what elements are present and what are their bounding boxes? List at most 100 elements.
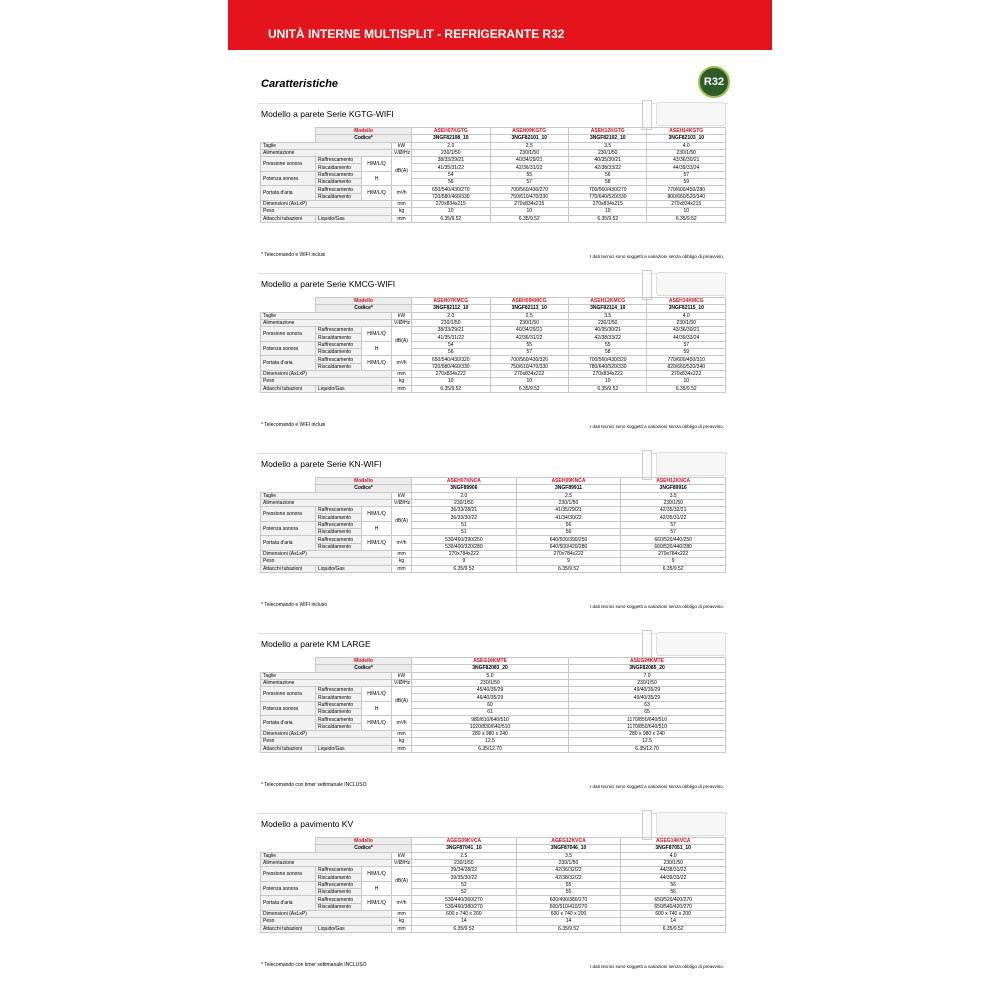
cell-value: 6.35/12.70	[411, 744, 570, 753]
cell-value: 3NGF82101_10	[489, 134, 570, 143]
cell-value: 5.0	[411, 671, 570, 680]
cell-value: 1170/850/640/510	[568, 715, 726, 724]
cell-value: ASEH07KMCG	[411, 296, 491, 306]
unit: kg	[390, 557, 413, 566]
unit: kW	[390, 491, 413, 500]
table-row: Dimensioni (AxLxP) mm 270x834x215 270x834x2…	[260, 199, 726, 209]
cell-value: ASEG24KMTE	[568, 656, 726, 666]
cell-value: 600 x 740 x 200	[515, 909, 622, 919]
cell-value: 2.0	[411, 141, 491, 150]
spacer	[261, 838, 316, 845]
cell-value: 6.35/9.52	[620, 564, 726, 573]
cell-value: 600 x 740 x 200	[620, 909, 726, 919]
cell-value: 230/1/50	[411, 678, 570, 688]
cell-value: 2.5	[515, 491, 622, 500]
remote-icon	[642, 450, 652, 480]
unit: mm	[390, 924, 413, 933]
cell-value: 700/560/430/320	[567, 355, 648, 364]
cell-value: 61	[411, 708, 570, 717]
row-label: Riscaldamento	[315, 888, 362, 897]
spacer	[261, 658, 316, 665]
unit: H/M/L/Q	[361, 535, 392, 551]
row-label: Raffrescamento	[315, 170, 362, 180]
table-row: Portata d'aria Raffrescamento H/M/L/Q m³/h 9…	[260, 715, 726, 731]
cell-value: 700/560/430/270	[489, 185, 570, 194]
section: Modello a parete Serie KMCG-WIFI Modello A…	[258, 270, 728, 444]
cell-value: 3NGF87051_10	[620, 844, 726, 853]
remote-icon	[642, 100, 652, 130]
section: Modello a pavimento KV Modello AGEG09KVCA A…	[258, 810, 728, 984]
r32-badge: R32	[698, 66, 730, 98]
cell-value: 36/33/30/22	[411, 513, 517, 522]
cell-value: 44/38/31/22	[620, 866, 726, 875]
table-row: Pressione sonora Raffrescamento H/M/L/Q dB(…	[260, 506, 726, 537]
cell-value: 3.5	[567, 311, 648, 320]
unit: kg	[390, 917, 413, 926]
subtitle: Caratteristiche	[261, 78, 339, 90]
table-row: Modello ASEG18KMTE ASEG24KMTE	[261, 656, 726, 666]
cell-value: 57	[489, 348, 570, 357]
cell-value: 14	[620, 917, 726, 926]
unit: kW	[390, 311, 413, 320]
table-row: Codice* 3NGF82112_10 3NGF82113_10 3NGF82114…	[261, 304, 726, 313]
unit: H	[361, 880, 392, 897]
table-row: Dimensioni (AxLxP) mm 270x834x222 270x834x2…	[260, 369, 726, 379]
cell-value: 700/560/430/270	[567, 185, 648, 194]
table-row: Taglie kW 2.0 2.5 3.5 4.0	[260, 141, 726, 150]
unit: dB(A)	[390, 506, 413, 537]
cell-value: ASEH07KNCA	[411, 476, 517, 486]
cell-value: 55	[515, 880, 622, 890]
cell-value: 6.35/9.52	[567, 214, 648, 223]
cell-value: 56	[515, 520, 622, 530]
table-row: Potenza sonora Raffrescamento H 54 55 55 57	[260, 340, 726, 357]
table-row: Riscaldamento 61 65	[261, 708, 726, 717]
cell-value: 56	[411, 178, 491, 187]
row-label: Raffrescamento	[315, 535, 362, 544]
table-row: Pressione sonora Raffrescamento H/M/L/Q dB(…	[260, 326, 726, 357]
cell-value: 57	[620, 520, 726, 530]
table-row: Riscaldamento 530/460/380/270 600/510/410/…	[261, 902, 726, 911]
unit-icon	[656, 452, 726, 476]
section-title: Modello a parete Serie KGTG-WIFI	[261, 109, 394, 119]
unit: kW	[390, 671, 413, 680]
unit: m³/h	[390, 715, 413, 731]
cell-value: 1020/830/640/510	[411, 722, 570, 731]
spacer	[261, 485, 316, 492]
unit: m³/h	[390, 185, 413, 201]
cell-value: 63	[568, 700, 726, 710]
row-label: Taglie	[260, 311, 392, 320]
cell-value: 56	[411, 348, 491, 357]
unit: kW	[390, 141, 413, 150]
table-row: Pressione sonora Raffrescamento H/M/L/Q dB(…	[260, 686, 726, 717]
cell-value: 600/510/410/270	[515, 902, 622, 911]
unit: H	[361, 520, 392, 537]
unit: V/Ø/Hz	[390, 858, 413, 868]
spacer	[261, 298, 316, 305]
table-row: Attacchi tubazioni Liquido/Gas mm 6.35/9.52…	[260, 564, 726, 573]
table-row: Alimentazione V/Ø/Hz 230/1/50 230/1/50 230/1…	[260, 148, 726, 158]
row-label: Riscaldamento	[315, 873, 362, 882]
cell-value: 51	[411, 528, 517, 537]
cell-value: 3NGF82114_10	[567, 304, 648, 313]
header-band: UNITÀ INTERNE MULTISPLIT - REFRIGERANTE …	[228, 0, 772, 50]
row-label: Liquido/Gas	[315, 924, 392, 933]
header-label: Codice*	[314, 134, 413, 143]
footnote: * Telecomando con timer settimanale INCL…	[261, 782, 367, 788]
cell-value: 3NGF82108_10	[411, 134, 491, 143]
row-label: Portata d'aria	[260, 355, 316, 371]
unit: kg	[390, 737, 413, 746]
spacer	[261, 128, 316, 135]
cell-value: 270x834x215	[411, 199, 491, 209]
cell-value: 14	[411, 917, 517, 926]
table-row: Peso kg 10 10 10 10	[260, 377, 726, 386]
cell-value: 49/40/35/29	[568, 686, 726, 695]
row-label: Pressione sonora	[260, 866, 316, 882]
header-label: Modello	[314, 476, 413, 486]
cell-value: 42/36/31/22	[489, 163, 570, 172]
cell-value: 3NGF89911	[515, 484, 622, 493]
row-label: Riscaldamento	[315, 722, 362, 731]
section: Modello a parete KM LARGE Modello ASEG18KM…	[258, 630, 728, 804]
row-label: Raffrescamento	[315, 340, 362, 350]
cell-value: 42/35/32/21	[620, 506, 726, 515]
cell-value: 650/540/420/270	[620, 902, 726, 911]
